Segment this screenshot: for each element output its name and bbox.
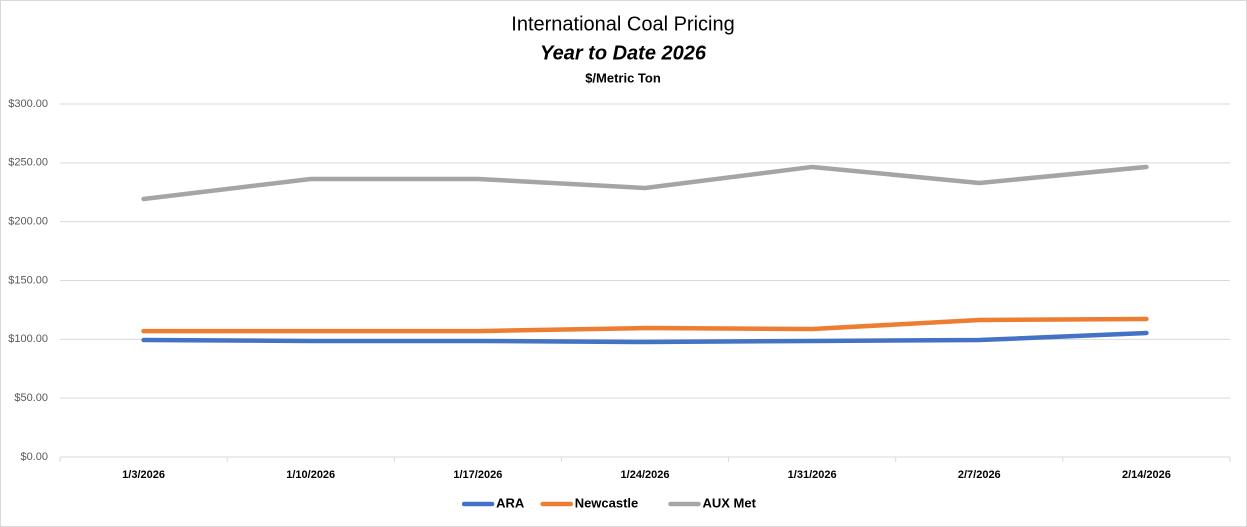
x-tick-label: 2/14/2026 <box>1122 469 1171 481</box>
y-axis-label: $/Metric Ton <box>585 70 661 85</box>
line-series <box>141 330 1149 345</box>
x-tick-label: 1/10/2026 <box>286 469 335 481</box>
y-tick-label: $150.00 <box>8 274 48 286</box>
y-tick-label: $250.00 <box>8 157 48 169</box>
chart-subtitle: Year to Date 2026 <box>540 42 707 64</box>
y-tick-label: $100.00 <box>8 333 48 345</box>
y-tick-label: $300.00 <box>8 98 48 110</box>
x-tick-label: 1/3/2026 <box>122 469 165 481</box>
line-series <box>141 316 1149 334</box>
y-tick-label: $0.00 <box>20 451 48 463</box>
legend-label: AUX Met <box>703 495 757 510</box>
y-tick-label: $200.00 <box>8 216 48 228</box>
y-tick-label: $50.00 <box>14 392 48 404</box>
chart-title: International Coal Pricing <box>511 13 734 35</box>
x-tick-label: 1/24/2026 <box>621 469 670 481</box>
x-tick-label: 1/17/2026 <box>453 469 502 481</box>
x-tick-label: 2/7/2026 <box>958 469 1001 481</box>
line-series <box>141 164 1149 202</box>
legend-label: ARA <box>496 495 525 510</box>
x-tick-label: 1/31/2026 <box>788 469 837 481</box>
legend-label: Newcastle <box>575 495 639 510</box>
